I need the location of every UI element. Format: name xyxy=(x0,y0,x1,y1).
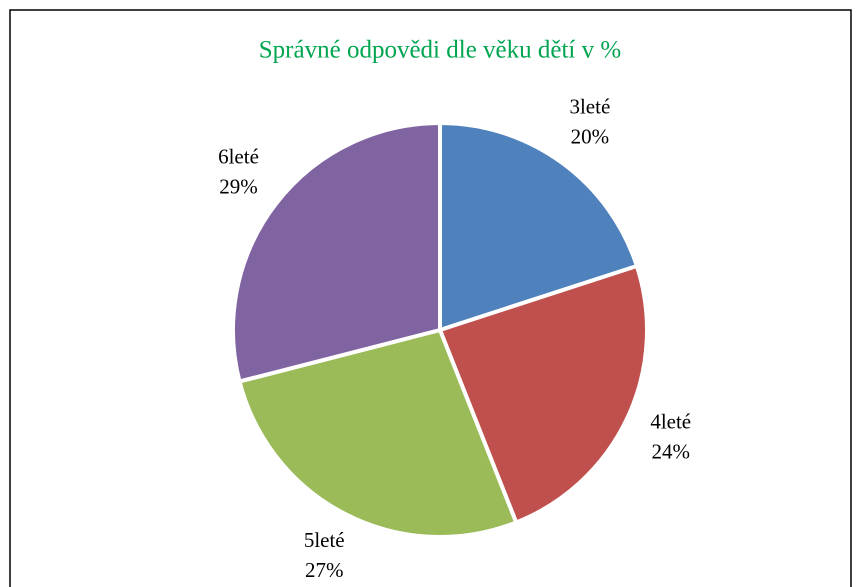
pie-slice xyxy=(231,120,442,384)
slice-category-label: 5leté xyxy=(304,528,345,552)
chart-title: Správné odpovědi dle věku dětí v % xyxy=(259,37,621,64)
slice-value-label: 27% xyxy=(305,558,344,582)
slice-category-label: 4leté xyxy=(650,409,691,433)
slice-category-label: 3leté xyxy=(569,95,610,119)
slice-category-label: 6leté xyxy=(218,145,259,169)
slice-value-label: 20% xyxy=(571,125,610,149)
slice-value-label: 29% xyxy=(219,175,258,199)
pie-slice xyxy=(438,120,640,333)
pie-slice xyxy=(237,327,519,539)
slice-value-label: 24% xyxy=(651,439,690,463)
